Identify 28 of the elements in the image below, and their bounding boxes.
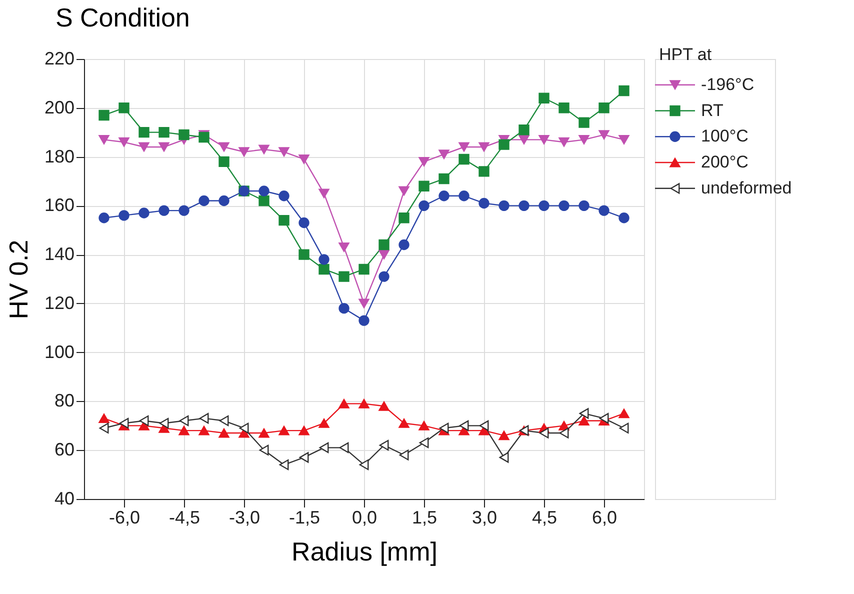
x-tick-label: 3,0	[472, 508, 498, 528]
y-tick-label: 160	[44, 195, 74, 216]
legend-label: -196°C	[701, 74, 754, 94]
x-tick-label: 0,0	[352, 508, 378, 528]
x-tick-label: 4,5	[532, 508, 558, 528]
x-tick-label: 1,5	[412, 508, 438, 528]
y-tick-label: 140	[44, 244, 74, 264]
x-tick-label: -4,5	[168, 508, 200, 528]
y-tick-label: 220	[44, 48, 74, 68]
y-tick-label: 60	[54, 440, 74, 460]
x-tick-label: -1,5	[288, 508, 320, 528]
x-tick-label: -6,0	[108, 508, 140, 528]
x-tick-label: 6,0	[592, 508, 618, 528]
y-tick-label: 100	[44, 342, 74, 362]
x-tick-label: -3,0	[228, 508, 260, 528]
legend-label: undeformed	[701, 178, 792, 198]
y-tick-label: 40	[54, 488, 74, 508]
legend-title: HPT at	[659, 45, 712, 64]
legend-label: 200°C	[701, 152, 748, 172]
legend-label: RT	[701, 100, 724, 120]
legend-label: 100°C	[701, 126, 748, 146]
x-axis-title: Radius [mm]	[292, 536, 438, 566]
y-tick-label: 80	[54, 390, 74, 411]
chart-title: S Condition	[55, 2, 190, 32]
y-tick-label: 120	[44, 292, 74, 313]
y-axis-title: HV 0.2	[3, 240, 34, 320]
y-tick-label: 180	[44, 146, 74, 166]
y-tick-label: 200	[44, 97, 74, 118]
